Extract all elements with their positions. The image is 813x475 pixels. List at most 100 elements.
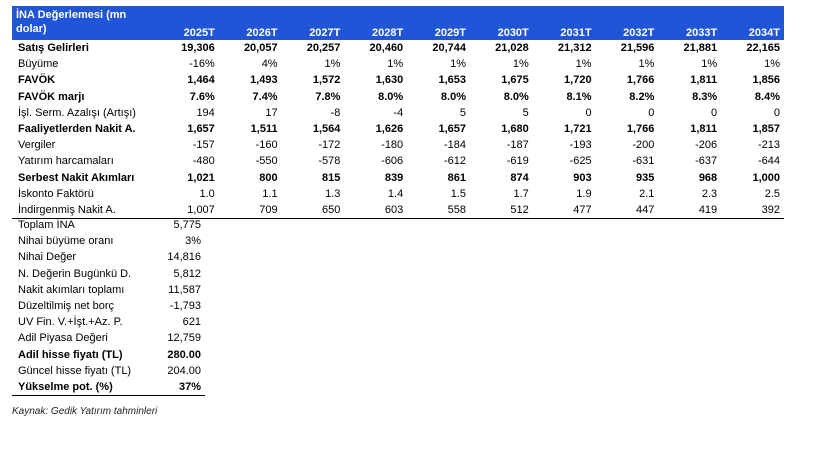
table-cell: 2.3	[701, 187, 718, 200]
table-title: İNA Değerlemesi (mn dolar)	[12, 6, 156, 40]
row-label: İskonto Faktörü	[18, 187, 94, 200]
table-cell: -578	[318, 155, 341, 168]
table-cell: 1,626	[375, 123, 404, 136]
table-row: İşl. Serm. Azalışı (Artışı) 194 17 -8 -4 5 5 0 0…	[12, 105, 784, 121]
table-cell: 1,766	[626, 74, 655, 87]
table-row: Serbest Nakit Akımları 1,021 800 815 839 861 8…	[12, 170, 784, 186]
table-cell: 1,675	[501, 74, 529, 87]
summary-row: Güncel hisse fiyatı (TL) 204.00	[12, 363, 205, 379]
table-row: Faaliyetlerden Nakit A. 1,657 1,511 1,564 1,…	[12, 121, 784, 137]
table-row: İndirgenmiş Nakit A. 1,007 709 650 603 558 512…	[12, 201, 784, 220]
table-cell: 8.3%	[692, 90, 718, 103]
table-cell: 21,881	[683, 42, 718, 55]
summary-label: Nakit akımları toplamı	[18, 283, 125, 296]
table-cell: 1,511	[250, 123, 278, 136]
table-cell: -619	[506, 155, 529, 168]
table-cell: 1%	[764, 58, 780, 71]
table-cell: 2.1	[639, 187, 655, 200]
table-cell: 21,596	[620, 42, 655, 55]
table-cell: 8.1%	[566, 90, 592, 103]
summary-body: Toplam İNA 5,775 Nihai büyüme oranı 3% Nihai…	[12, 217, 205, 397]
summary-value: 204.00	[167, 364, 201, 377]
table-cell: 1,000	[752, 171, 780, 184]
table-cell: 20,257	[306, 42, 341, 55]
table-cell: 1,857	[752, 123, 780, 136]
summary-value: 280.00	[167, 348, 201, 361]
year-header: 2032T	[595, 6, 659, 40]
table-cell: 815	[322, 171, 341, 184]
table-cell: 0	[648, 106, 655, 119]
table-cell: 1,572	[312, 74, 341, 87]
source-note: Kaynak: Gedik Yatırım tahminleri	[12, 406, 158, 417]
table-cell: -4	[393, 106, 404, 119]
table-cell: -637	[695, 155, 718, 168]
table-cell: -160	[255, 139, 278, 152]
row-label: İşl. Serm. Azalışı (Artışı)	[18, 106, 136, 119]
table-cell: 21,028	[495, 42, 529, 55]
table-cell: -612	[443, 155, 466, 168]
table-cell: 1.7	[513, 187, 529, 200]
table-cell: -206	[695, 139, 718, 152]
year-header: 2026T	[218, 6, 282, 40]
table-cell: 1,021	[187, 171, 215, 184]
table-cell: 903	[573, 171, 592, 184]
summary-row: Adil hisse fiyatı (TL) 280.00	[12, 347, 205, 363]
summary-label: Nihai büyüme oranı	[18, 235, 114, 248]
table-cell: -172	[318, 139, 341, 152]
table-header-row: İNA Değerlemesi (mn dolar) 2025T 2026T 2…	[12, 6, 784, 40]
summary-value: 37%	[156, 378, 205, 397]
summary-value: 11,587	[168, 283, 201, 296]
summary-row: UV Fin. V.+İşt.+Az. P. 621	[12, 314, 205, 330]
table-row: FAVÖK marjı 7.6% 7.4% 7.8% 8.0% 8.0% 8.0% 8.1% 8…	[12, 89, 784, 105]
table-cell: 1,811	[690, 74, 718, 87]
table-cell: 0	[711, 106, 718, 119]
table-cell: 1.3	[325, 187, 341, 200]
table-cell: 5	[522, 106, 529, 119]
summary-row: Düzeltilmiş net borç -1,793	[12, 298, 205, 314]
table-cell: 1,493	[250, 74, 278, 87]
row-label: Faaliyetlerden Nakit A.	[18, 123, 136, 136]
row-label: Satış Gelirleri	[18, 42, 89, 55]
summary-row: Nihai Değer 14,816	[12, 249, 205, 265]
year-header: 2034T	[721, 6, 784, 40]
table-cell: 0	[773, 106, 780, 119]
table-cell: 1.5	[450, 187, 466, 200]
table-body: Satış Gelirleri 19,306 20,057 20,257 20,460 2…	[12, 40, 784, 220]
table-cell: 861	[447, 171, 466, 184]
table-cell: 1%	[324, 58, 341, 71]
summary-label: Düzeltilmiş net borç	[18, 300, 114, 313]
table-cell: 1%	[512, 58, 529, 71]
table-cell: 1,464	[187, 74, 215, 87]
summary-row: N. Değerin Bugünkü D. 5,812	[12, 266, 205, 282]
table-cell: 8.4%	[754, 90, 780, 103]
table-cell: -550	[255, 155, 278, 168]
year-header: 2029T	[407, 6, 470, 40]
table-cell: 1.0	[199, 187, 215, 200]
table-cell: 447	[595, 201, 659, 220]
table-cell: 935	[636, 171, 655, 184]
table-cell: -200	[632, 139, 655, 152]
table-cell: 7.6%	[189, 90, 215, 103]
table-cell: -180	[381, 139, 404, 152]
summary-label: Adil Piyasa Değeri	[18, 332, 108, 345]
summary-value: 14,816	[167, 251, 201, 264]
summary-row: Nihai büyüme oranı 3%	[12, 233, 205, 249]
year-header: 2025T	[156, 6, 219, 40]
table-cell: -213	[757, 139, 780, 152]
table-cell: 419	[658, 201, 722, 220]
table-cell: -184	[443, 139, 466, 152]
table-row: Büyüme -16% 4% 1% 1% 1% 1% 1% 1% 1% 1%	[12, 56, 784, 72]
table-cell: 650	[281, 201, 345, 220]
table-cell: 1,721	[564, 123, 592, 136]
table-cell: 874	[510, 171, 529, 184]
summary-label: UV Fin. V.+İşt.+Az. P.	[18, 316, 123, 329]
table-cell: 1,680	[501, 123, 529, 136]
table-cell: 1.4	[387, 187, 404, 200]
table-cell: 1,657	[438, 123, 466, 136]
table-cell: 1,564	[312, 123, 341, 136]
table-cell: 7.8%	[315, 90, 341, 103]
table-cell: 1,856	[752, 74, 780, 87]
table-cell: -157	[192, 139, 215, 152]
summary-value: 3%	[185, 235, 201, 248]
row-label: FAVÖK marjı	[18, 90, 85, 103]
